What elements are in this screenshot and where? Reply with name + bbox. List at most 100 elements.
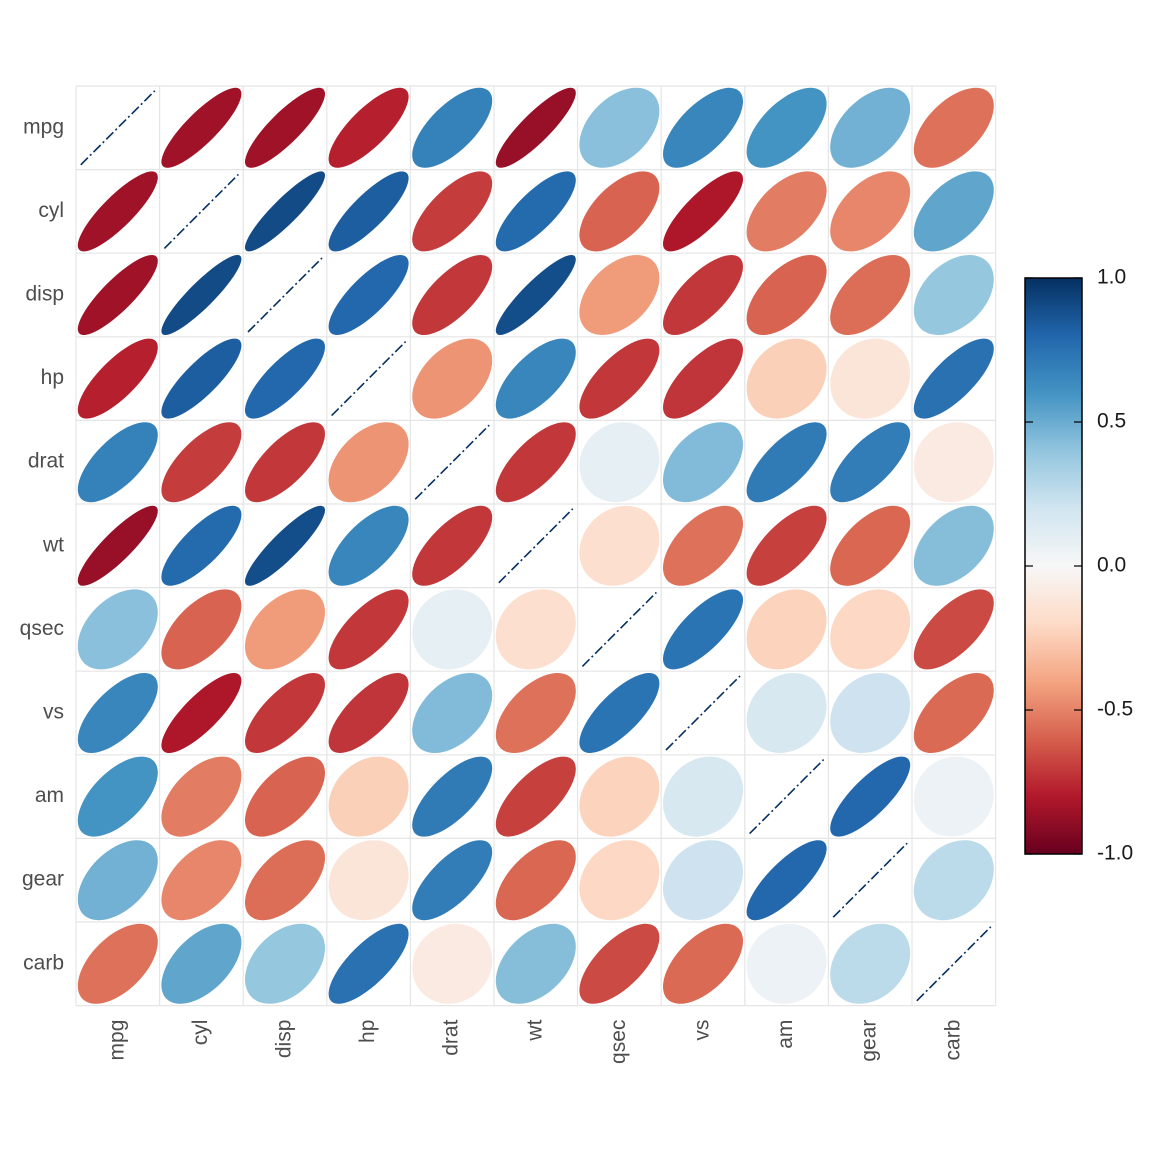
cell-hp-hp	[331, 341, 407, 417]
correlation-ellipse	[662, 505, 744, 586]
cell-vs-carb	[913, 672, 994, 754]
cell-wt-drat	[412, 505, 493, 586]
cell-carb-vs	[662, 923, 744, 1004]
row-label-drat: drat	[28, 450, 64, 473]
col-label-qsec: qsec	[607, 1020, 630, 1064]
correlation-ellipse	[328, 756, 409, 837]
correlation-ellipse	[830, 254, 911, 336]
cell-hp-disp	[244, 338, 326, 419]
correlation-ellipse	[161, 923, 242, 1004]
cell-gear-disp	[244, 840, 326, 921]
correlation-ellipse	[412, 505, 493, 586]
correlation-ellipse	[581, 591, 657, 667]
cell-wt-cyl	[161, 505, 242, 586]
correlation-ellipse	[665, 675, 741, 751]
correlation-ellipse	[662, 756, 744, 837]
cell-disp-gear	[830, 254, 911, 336]
cell-wt-am	[746, 505, 827, 586]
correlation-ellipse	[161, 422, 242, 503]
cell-gear-am	[746, 840, 827, 921]
correlation-ellipse	[830, 756, 911, 837]
cell-carb-wt	[495, 923, 576, 1004]
correlation-ellipse	[245, 756, 325, 837]
correlation-ellipse	[495, 589, 576, 670]
cell-drat-carb	[913, 422, 994, 503]
cell-qsec-wt	[495, 589, 576, 670]
cell-qsec-qsec	[581, 591, 657, 667]
colorbar-tick-label: 1.0	[1097, 266, 1126, 289]
col-label-hp: hp	[356, 1020, 379, 1043]
cell-vs-wt	[495, 672, 576, 754]
correlation-ellipse	[579, 171, 660, 252]
col-label-wt: wt	[523, 1019, 546, 1041]
cell-carb-disp	[244, 923, 326, 1004]
correlation-ellipse	[161, 87, 242, 168]
cell-drat-disp	[245, 422, 325, 503]
cell-mpg-cyl	[161, 87, 242, 168]
correlation-ellipse	[495, 422, 576, 503]
cell-gear-carb	[913, 840, 994, 921]
correlation-ellipse	[161, 673, 242, 753]
correlation-ellipse	[746, 672, 827, 754]
cell-disp-vs	[663, 255, 743, 335]
cell-gear-wt	[495, 840, 576, 921]
correlation-ellipse	[495, 756, 576, 837]
cell-gear-gear	[832, 842, 908, 918]
cell-drat-hp	[328, 422, 409, 503]
correlation-ellipse	[412, 756, 493, 837]
correlation-ellipse	[161, 756, 242, 837]
correlation-ellipse	[77, 756, 158, 837]
correlation-ellipse	[746, 589, 827, 670]
correlation-ellipse	[328, 589, 409, 670]
correlation-ellipse	[77, 254, 158, 336]
correlation-ellipse	[579, 673, 660, 753]
correlation-ellipse	[663, 255, 743, 335]
cell-vs-hp	[328, 673, 409, 753]
correlation-ellipse	[746, 422, 827, 503]
correlation-ellipse	[412, 589, 493, 670]
cell-wt-mpg	[77, 505, 158, 586]
cell-mpg-wt	[495, 87, 576, 168]
cell-hp-carb	[913, 338, 994, 419]
correlation-ellipse	[77, 171, 158, 252]
col-label-cyl: cyl	[189, 1020, 212, 1046]
cell-vs-cyl	[161, 673, 242, 753]
cell-mpg-hp	[328, 87, 409, 168]
correlation-ellipse	[245, 673, 325, 753]
cell-vs-drat	[412, 673, 493, 753]
cell-carb-cyl	[161, 923, 242, 1004]
cell-qsec-vs	[663, 589, 743, 670]
correlation-ellipse	[579, 255, 660, 335]
correlation-ellipse	[913, 756, 994, 837]
correlation-ellipse	[161, 338, 242, 419]
cell-vs-gear	[830, 673, 911, 753]
correlation-ellipse	[579, 923, 660, 1004]
cell-cyl-wt	[495, 171, 576, 252]
cell-qsec-disp	[245, 589, 325, 670]
cell-cyl-gear	[830, 171, 911, 252]
correlation-ellipse	[830, 87, 911, 168]
cell-carb-carb	[916, 926, 992, 1002]
cell-drat-am	[746, 422, 827, 503]
cell-wt-hp	[328, 505, 409, 586]
cell-disp-hp	[328, 254, 409, 336]
cell-wt-wt	[498, 508, 574, 584]
correlation-ellipse	[663, 840, 743, 921]
correlation-ellipse	[412, 171, 493, 252]
cell-hp-mpg	[77, 338, 158, 419]
correlation-ellipse	[746, 87, 827, 168]
cell-wt-qsec	[579, 505, 660, 586]
correlation-ellipse	[77, 505, 158, 586]
colorbar-tick-label: 0.5	[1097, 410, 1126, 433]
cell-disp-am	[746, 255, 827, 335]
cell-qsec-cyl	[161, 589, 242, 670]
cell-carb-mpg	[77, 923, 158, 1004]
cell-am-vs	[662, 756, 744, 837]
row-label-qsec: qsec	[20, 617, 64, 640]
col-label-carb: carb	[941, 1020, 964, 1061]
correlation-ellipse	[832, 842, 908, 918]
cell-disp-qsec	[579, 255, 660, 335]
correlation-ellipse	[746, 338, 827, 419]
correlation-ellipse	[913, 171, 994, 252]
colorbar-tick-label: 0.0	[1097, 554, 1126, 577]
